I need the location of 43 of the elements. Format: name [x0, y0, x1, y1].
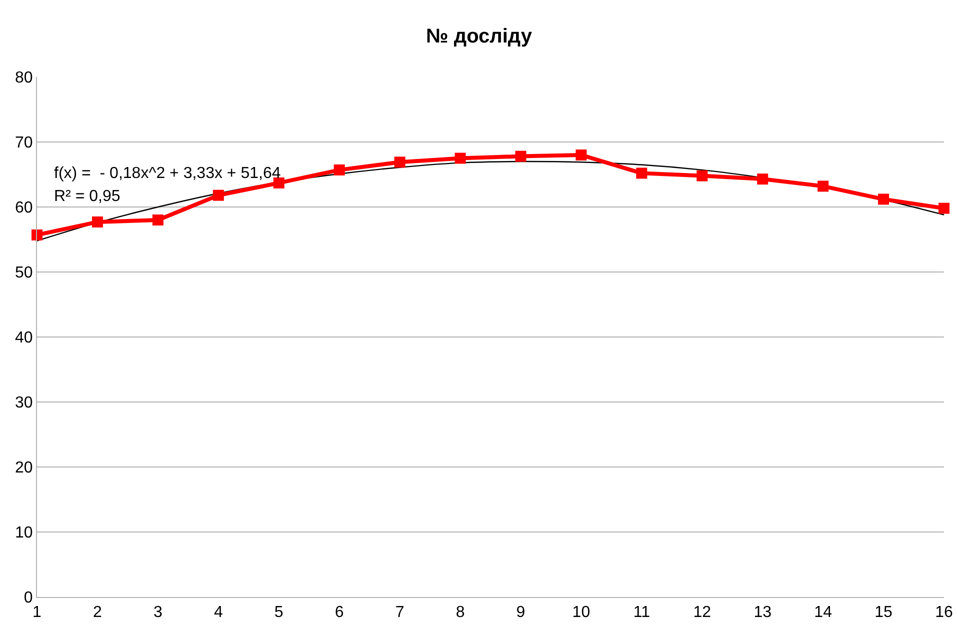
annotation: R² = 0,95: [54, 188, 120, 205]
x-tick-label: 9: [516, 604, 526, 622]
point: [818, 180, 829, 192]
y-tick-label: 10: [15, 524, 33, 542]
x-tick-label: 6: [334, 604, 344, 622]
y-tick-label: 30: [15, 394, 33, 412]
x-tick-label: 15: [874, 604, 893, 622]
point: [394, 156, 406, 168]
point: [938, 202, 950, 214]
y-tick-label: 60: [15, 200, 33, 217]
x-tick-label: 4: [214, 604, 223, 622]
point: [454, 152, 466, 164]
x-tick-label: 10: [572, 604, 590, 622]
y-tick-label: 50: [15, 264, 33, 282]
point: [334, 164, 345, 176]
point: [636, 168, 648, 179]
point: [515, 150, 526, 162]
x-tick-label: 11: [633, 604, 650, 622]
chart-title: № досліду: [426, 25, 533, 48]
x-tick-label: 3: [153, 604, 162, 622]
point: [32, 229, 42, 240]
y-tick-label: 40: [15, 330, 33, 347]
y-tick-label: 70: [15, 134, 33, 152]
y-tick-label: 20: [15, 460, 33, 477]
point: [92, 216, 103, 228]
x-tick-label: 2: [93, 604, 102, 622]
point: [696, 170, 708, 182]
x-tick-label: 5: [274, 604, 284, 622]
y-tick-label: 0: [24, 590, 33, 607]
x-tick-label: 14: [814, 604, 832, 622]
point: [576, 150, 587, 160]
annotation: f(x) = - 0,18x^2 + 3,33x + 51,64: [54, 165, 281, 182]
point: [212, 190, 224, 201]
x-tick-label: 7: [395, 604, 404, 622]
x-tick-label: 8: [456, 604, 465, 622]
y-tick-label: 80: [15, 70, 33, 87]
point: [757, 174, 768, 185]
point: [152, 214, 164, 226]
x-tick-label: 16: [935, 604, 953, 622]
x-tick-label: 12: [693, 604, 712, 622]
x-tick-label: 1: [32, 604, 42, 622]
x-tick-label: 13: [754, 604, 772, 622]
point: [878, 194, 890, 205]
